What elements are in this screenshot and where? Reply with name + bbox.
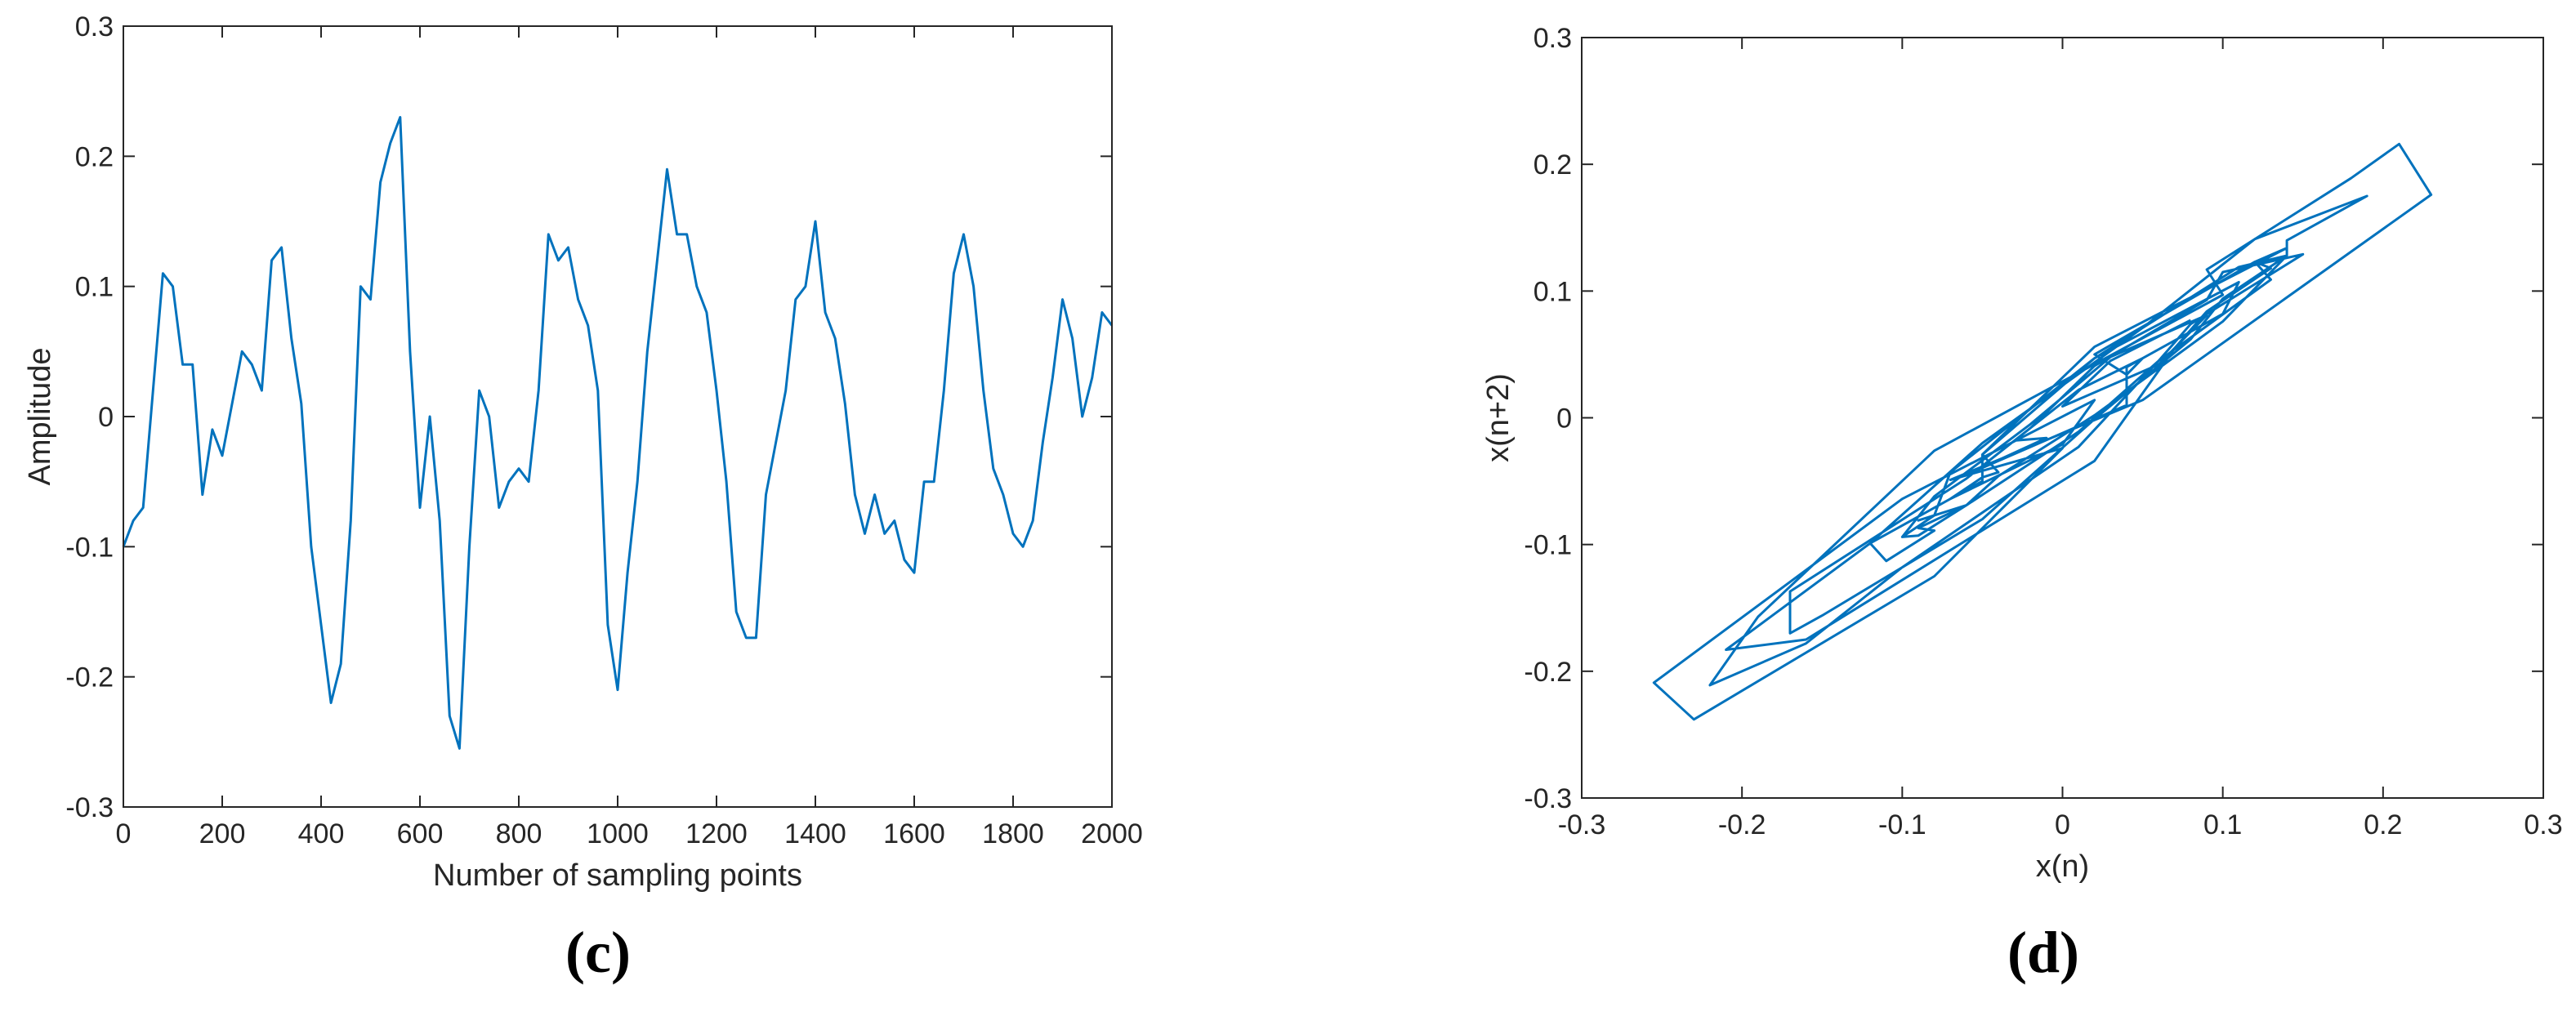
x-tick-label: -0.2 [1718,809,1766,840]
x-tick-label: 1000 [587,818,649,849]
x-tick-label: -0.3 [1558,809,1606,840]
x-axis-label: x(n) [2036,849,2089,884]
x-tick-label: 0.3 [2524,809,2562,840]
y-tick-label: -0.1 [65,532,114,563]
y-tick-label: 0.2 [1534,149,1572,181]
x-tick-label: 0 [2055,809,2070,840]
y-tick-label: -0.2 [1524,657,1572,688]
x-tick-label: 0 [116,818,132,849]
y-tick-label: -0.1 [1524,530,1572,561]
panel-caption: (d) [2007,920,2079,985]
y-axis-label: x(n+2) [1481,373,1516,462]
x-tick-label: 800 [496,818,542,849]
y-tick-label: -0.3 [65,792,114,823]
y-tick-label: 0.2 [75,141,114,172]
x-tick-label: 0.2 [2364,809,2402,840]
x-tick-label: 1400 [784,818,846,849]
data-line [122,116,1114,750]
x-tick-label: 200 [199,818,246,849]
y-tick-label: -0.2 [65,662,114,693]
y-axis-label: Amplitude [23,348,57,486]
x-tick-label: 400 [298,818,345,849]
x-tick-label: 1800 [982,818,1044,849]
y-tick-label: 0 [98,402,114,433]
axes-frame [1581,37,2544,799]
x-tick-label: 1600 [883,818,945,849]
x-tick-label: 0.1 [2203,809,2242,840]
panel-caption: (c) [565,920,631,985]
x-tick-label: 600 [397,818,444,849]
y-tick-label: 0.1 [75,272,114,303]
axes-frame [123,25,1113,808]
y-tick-label: 0.3 [1534,23,1572,54]
x-tick-label: 1200 [685,818,748,849]
x-tick-label: 2000 [1081,818,1143,849]
x-tick-label: -0.1 [1878,809,1926,840]
y-tick-label: 0.3 [75,11,114,42]
y-tick-label: -0.3 [1524,783,1572,814]
x-axis-label: Number of sampling points [433,858,802,893]
y-tick-label: 0 [1556,403,1572,435]
y-tick-label: 0.1 [1534,276,1572,307]
data-line [1652,142,2433,721]
